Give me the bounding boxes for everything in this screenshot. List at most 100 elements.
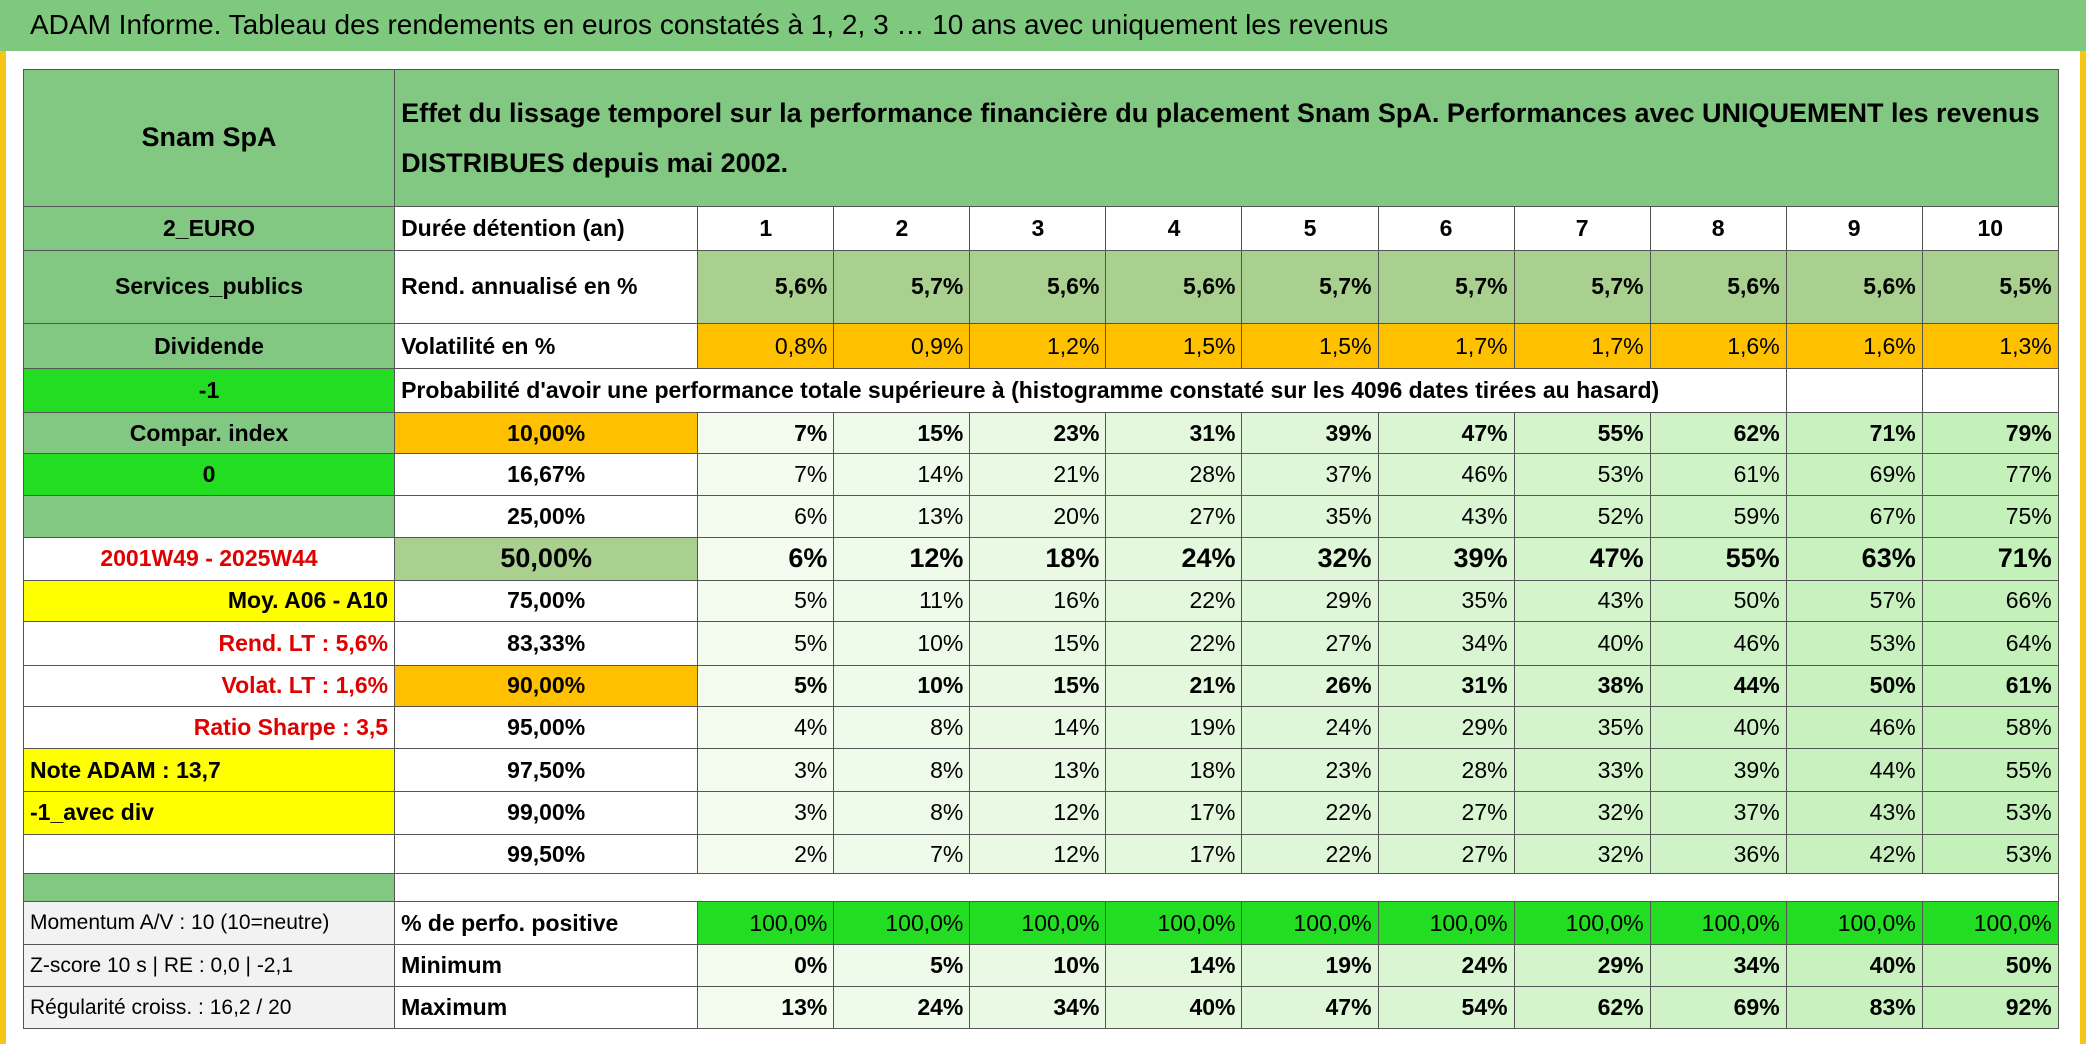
value-cell: 26% xyxy=(1241,664,1379,707)
row: -1 Probabilité d'avoir une performance to… xyxy=(22,368,2059,414)
side-label xyxy=(22,833,396,875)
value-cell: 7% xyxy=(697,453,835,496)
value-cell: 5 xyxy=(1241,205,1379,251)
value-cell: 46% xyxy=(1785,705,1923,750)
row: Compar. index 10,00% 7% 15% 23% 31% 39% 47% 55% 6… xyxy=(22,412,2059,455)
description: Effet du lissage temporel sur la perform… xyxy=(394,69,2059,207)
row-label: 90,00% xyxy=(394,664,699,707)
value-cell: 8% xyxy=(833,748,971,793)
value-cell: 42% xyxy=(1785,833,1923,875)
value-cell: 3% xyxy=(697,791,835,835)
value-cell: 100,0% xyxy=(1649,901,1787,945)
value-cell: 1,6% xyxy=(1649,322,1787,370)
value-cell: 5,6% xyxy=(697,249,835,325)
value-cell: 0% xyxy=(697,943,835,988)
row-label: 99,50% xyxy=(394,833,699,875)
value-cell: 17% xyxy=(1105,791,1243,835)
value-cell: 12% xyxy=(833,537,971,581)
side-label xyxy=(22,494,396,539)
row: Volat. LT : 1,6% 90,00% 5% 10% 15% 21% 26% 31% 3… xyxy=(22,664,2059,707)
value-cell: 13% xyxy=(697,986,835,1029)
value-cell: 27% xyxy=(1105,494,1243,539)
value-cell: 34% xyxy=(969,986,1107,1029)
value-cell: 71% xyxy=(1921,537,2059,581)
value-cell: 29% xyxy=(1377,705,1515,750)
value-cell: 50% xyxy=(1921,943,2059,988)
side-label: Régularité croiss. : 16,2 / 20 xyxy=(22,986,396,1029)
row-label: 16,67% xyxy=(394,453,699,496)
value-cell: 47% xyxy=(1377,412,1515,455)
row-label: Rend. annualisé en % xyxy=(394,249,699,325)
row: Rend. LT : 5,6% 83,33% 5% 10% 15% 22% 27% 34% 40… xyxy=(22,620,2059,666)
value-cell: 10% xyxy=(833,620,971,666)
value-cell: 23% xyxy=(969,412,1107,455)
spacer xyxy=(22,873,396,903)
value-cell: 31% xyxy=(1377,664,1515,707)
value-cell: 35% xyxy=(1513,705,1651,750)
value-cell: 83% xyxy=(1785,986,1923,1029)
value-cell: 8% xyxy=(833,791,971,835)
value-cell: 44% xyxy=(1785,748,1923,793)
value-cell: 7% xyxy=(833,833,971,875)
value-cell: 61% xyxy=(1649,453,1787,496)
value-cell: 53% xyxy=(1513,453,1651,496)
value-cell: 53% xyxy=(1921,833,2059,875)
value-cell: 1,7% xyxy=(1377,322,1515,370)
value-cell: 24% xyxy=(833,986,971,1029)
value-cell: 1,7% xyxy=(1513,322,1651,370)
value-cell: 14% xyxy=(1105,943,1243,988)
value-cell: 44% xyxy=(1649,664,1787,707)
value-cell: 55% xyxy=(1513,412,1651,455)
value-cell: 37% xyxy=(1649,791,1787,835)
value-cell: 18% xyxy=(969,537,1107,581)
spreadsheet: Snam SpA Effet du lissage temporel sur la… xyxy=(22,69,2059,1029)
spacer xyxy=(394,873,2059,903)
value-cell: 6% xyxy=(697,537,835,581)
side-label: Moy. A06 - A10 xyxy=(22,579,396,622)
value-cell: 27% xyxy=(1377,791,1515,835)
value-cell: 46% xyxy=(1377,453,1515,496)
value-cell: 100,0% xyxy=(833,901,971,945)
value-cell: 22% xyxy=(1105,579,1243,622)
row: 99,50% 2% 7% 12% 17% 22% 27% 32% 36% 42% 53% xyxy=(22,833,2059,875)
frame xyxy=(0,51,2086,1044)
value-cell: 14% xyxy=(969,705,1107,750)
value-cell: 24% xyxy=(1105,537,1243,581)
side-label: 0 xyxy=(22,453,396,496)
value-cell: 100,0% xyxy=(1377,901,1515,945)
side-label: Services_publics xyxy=(22,249,396,325)
value-cell: 77% xyxy=(1921,453,2059,496)
value-cell: 55% xyxy=(1649,537,1787,581)
value-cell: 3% xyxy=(697,748,835,793)
value-cell: 1,5% xyxy=(1241,322,1379,370)
value-cell: 24% xyxy=(1241,705,1379,750)
value-cell: 4 xyxy=(1105,205,1243,251)
cell xyxy=(1785,368,1923,414)
value-cell: 59% xyxy=(1649,494,1787,539)
row-label: 95,00% xyxy=(394,705,699,750)
value-cell: 5% xyxy=(697,664,835,707)
row: 2_EURO Durée détention (an) 1 2 3 4 5 6 7 8 9 10 xyxy=(22,205,2059,251)
row: Momentum A/V : 10 (10=neutre)% de perfo.… xyxy=(22,901,2059,945)
row: Moy. A06 - A10 75,00% 5% 11% 16% 22% 29% 35% 43%… xyxy=(22,579,2059,622)
value-cell: 39% xyxy=(1649,748,1787,793)
row: Dividende Volatilité en % 0,8% 0,9% 1,2% 1,5%… xyxy=(22,322,2059,370)
value-cell: 5,6% xyxy=(1649,249,1787,325)
value-cell: 100,0% xyxy=(969,901,1107,945)
side-label: 2_EURO xyxy=(22,205,396,251)
value-cell: 13% xyxy=(833,494,971,539)
value-cell: 21% xyxy=(969,453,1107,496)
side-label: Momentum A/V : 10 (10=neutre) xyxy=(22,901,396,945)
value-cell: 22% xyxy=(1241,791,1379,835)
value-cell: 32% xyxy=(1241,537,1379,581)
value-cell: 2% xyxy=(697,833,835,875)
value-cell: 53% xyxy=(1785,620,1923,666)
row: Snam SpA Effet du lissage temporel sur la… xyxy=(22,69,2059,207)
value-cell: 18% xyxy=(1105,748,1243,793)
value-cell: 5,5% xyxy=(1921,249,2059,325)
value-cell: 5,6% xyxy=(1105,249,1243,325)
value-cell: 100,0% xyxy=(1241,901,1379,945)
value-cell: 1,6% xyxy=(1785,322,1923,370)
row-label: 50,00% xyxy=(394,537,699,581)
